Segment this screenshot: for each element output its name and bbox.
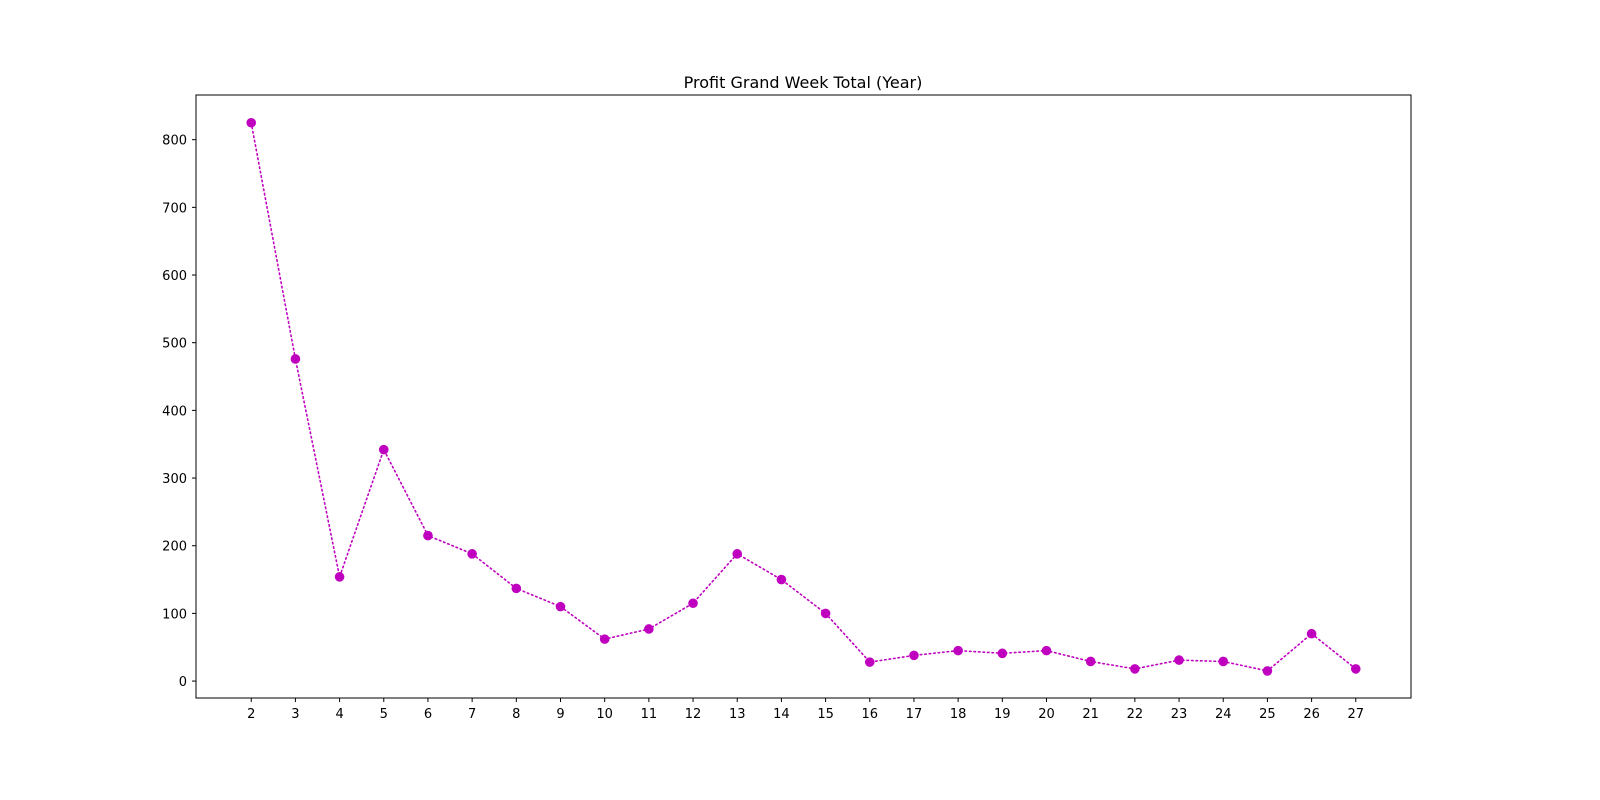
x-tick-label: 22 (1127, 707, 1144, 722)
y-tick-label: 700 (162, 201, 187, 216)
data-point (953, 645, 963, 656)
data-point (1130, 664, 1140, 674)
x-tick-label: 5 (380, 707, 388, 722)
data-point (246, 117, 257, 128)
x-tick-label: 18 (950, 707, 967, 722)
x-tick-label: 4 (335, 707, 343, 722)
data-point (820, 608, 831, 619)
x-tick-label: 16 (861, 707, 878, 722)
x-tick-label: 3 (291, 707, 299, 722)
chart-title: Profit Grand Week Total (Year) (684, 73, 923, 92)
plot-area-frame (195, 94, 1412, 699)
x-tick-label: 19 (994, 707, 1011, 722)
data-point (511, 583, 522, 594)
data-point (423, 530, 433, 541)
x-tick-label: 7 (468, 707, 476, 722)
x-tick-label: 13 (729, 707, 746, 722)
data-point (997, 648, 1008, 659)
y-tick-label: 300 (162, 472, 187, 487)
x-tick-label: 26 (1303, 707, 1320, 722)
x-tick-label: 10 (596, 707, 613, 722)
x-tick-label: 8 (512, 707, 520, 722)
x-tick-label: 11 (641, 707, 658, 722)
series-layer (246, 117, 1361, 676)
data-point (732, 549, 743, 559)
y-tick-label: 400 (162, 404, 187, 419)
y-tick-label: 200 (162, 540, 187, 555)
y-tick-label: 500 (162, 337, 187, 352)
x-tick-label: 12 (685, 707, 702, 722)
x-tick-label: 2 (247, 707, 255, 722)
data-point (1262, 666, 1273, 676)
data-point (1218, 656, 1229, 667)
data-point (1085, 656, 1096, 667)
x-tick-label: 15 (817, 707, 834, 722)
data-point (864, 657, 875, 667)
x-tick-label: 9 (556, 707, 564, 722)
x-tick-label: 20 (1038, 707, 1055, 722)
y-tick-label: 600 (162, 269, 187, 284)
data-point (1174, 655, 1184, 665)
data-point (290, 354, 301, 364)
data-point (599, 634, 610, 644)
data-point (1306, 628, 1317, 639)
data-point (644, 624, 654, 634)
series-line (250, 121, 1357, 672)
x-tick-label: 14 (773, 707, 790, 722)
x-tick-label: 23 (1171, 707, 1188, 722)
y-axis: 0 100 200 300 400 500 600 700 800 (162, 134, 196, 690)
y-tick-label: 800 (162, 134, 187, 149)
x-tick-label: 17 (906, 707, 923, 722)
x-tick-label: 27 (1347, 707, 1364, 722)
data-point (688, 598, 698, 609)
data-point (378, 444, 389, 455)
x-tick-label: 21 (1082, 707, 1099, 722)
x-tick-label: 24 (1215, 707, 1232, 722)
data-point (334, 572, 345, 582)
data-point (776, 574, 787, 585)
y-tick-label: 100 (162, 607, 187, 622)
y-tick-label: 0 (179, 675, 187, 690)
data-point (1041, 645, 1052, 656)
x-axis: 2 3 4 5 6 7 8 9 10 11 12 13 14 15 16 17 18 19 20 21 22 23 24 25… (247, 698, 1364, 722)
data-point (1350, 664, 1361, 674)
data-point (467, 549, 477, 559)
data-point (555, 601, 566, 612)
data-point (909, 650, 919, 661)
x-tick-label: 25 (1259, 707, 1276, 722)
x-tick-label: 6 (424, 707, 432, 722)
